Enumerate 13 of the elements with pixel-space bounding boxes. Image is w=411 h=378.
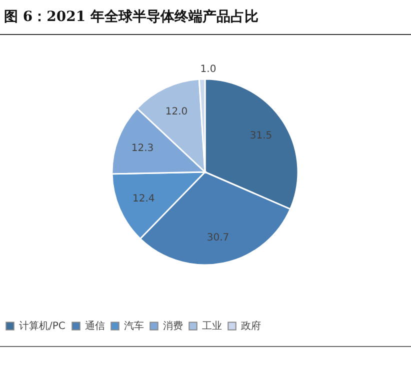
data-label: 12.3 <box>131 143 154 154</box>
legend-label: 计算机/PC <box>19 320 66 332</box>
legend-label: 通信 <box>85 320 105 332</box>
data-label: 30.7 <box>206 232 230 244</box>
data-label: 12.0 <box>165 106 188 118</box>
data-label: 31.5 <box>250 130 272 142</box>
legend-label: 消费 <box>163 320 183 332</box>
data-label: 12.4 <box>132 194 155 205</box>
legend-label: 政府 <box>241 320 261 332</box>
legend-label: 工业 <box>202 320 222 332</box>
data-label: 1.0 <box>200 64 216 76</box>
legend-label: 汽车 <box>124 320 144 332</box>
chart-title: 图 6：2021 年全球半导体终端产品占比 <box>0 0 411 35</box>
